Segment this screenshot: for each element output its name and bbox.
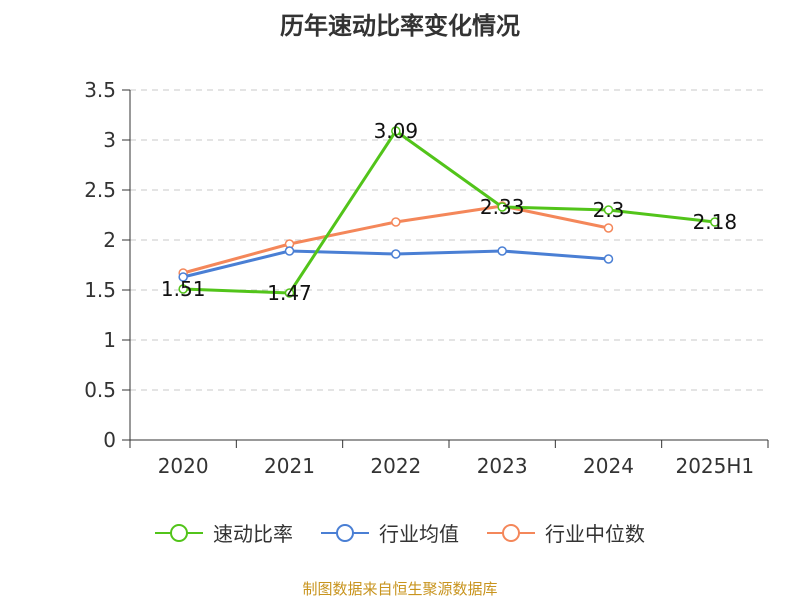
legend-swatch-quick-ratio — [155, 523, 203, 542]
y-tick-label: 1.5 — [84, 278, 116, 302]
y-tick-label: 3.5 — [84, 78, 116, 102]
data-label: 2.18 — [693, 210, 738, 234]
y-tick-label: 0 — [103, 428, 116, 452]
series-line-0 — [183, 129, 716, 295]
legend-item-quick-ratio[interactable]: 速动比率 — [155, 518, 293, 547]
data-point[interactable] — [391, 126, 401, 136]
data-labels: 1.51 1.47 3.09 2.33 2.3 2.18 — [161, 119, 737, 305]
data-point[interactable] — [391, 249, 401, 259]
x-tick-label: 2022 — [370, 454, 421, 478]
x-tick-label: 2025H1 — [675, 454, 754, 478]
x-tick-label: 2020 — [158, 454, 209, 478]
x-tick-label: 2021 — [264, 454, 315, 478]
chart-title: 历年速动比率变化情况 — [280, 12, 520, 40]
source-note: 制图数据来自恒生聚源数据库 — [302, 580, 498, 598]
data-point[interactable] — [391, 217, 401, 227]
y-tick-label: 3 — [103, 128, 116, 152]
data-point[interactable] — [284, 246, 295, 256]
y-tick-label: 2 — [103, 228, 116, 252]
legend: 速动比率 行业均值 行业中位数 — [0, 518, 800, 547]
data-point[interactable] — [284, 288, 295, 298]
legend-item-industry-median[interactable]: 行业中位数 — [487, 518, 645, 547]
data-point[interactable] — [497, 202, 507, 212]
data-point[interactable] — [178, 284, 188, 294]
data-label: 3.09 — [374, 119, 419, 143]
data-label: 2.33 — [480, 195, 525, 219]
data-point[interactable] — [603, 223, 614, 233]
data-label: 1.51 — [161, 277, 206, 301]
y-tick-label: 2.5 — [84, 178, 116, 202]
legend-label-industry-mean: 行业均值 — [379, 522, 459, 546]
y-tick-label: 0.5 — [84, 378, 116, 402]
legend-item-industry-mean[interactable]: 行业均值 — [321, 518, 459, 547]
axes: 0 0.5 1 1.5 2 2.5 3 3.5 2020 2021 2022 2023 2024 2025… — [84, 78, 769, 478]
data-point[interactable] — [497, 246, 507, 256]
data-label: 2.3 — [593, 198, 625, 222]
x-tick-label: 2023 — [477, 454, 528, 478]
x-tick-label: 2024 — [583, 454, 634, 478]
data-label: 1.47 — [267, 281, 312, 305]
data-point[interactable] — [603, 205, 614, 215]
series-lines — [178, 126, 720, 298]
legend-swatch-industry-median — [487, 523, 535, 542]
data-point[interactable] — [603, 254, 614, 264]
grid-lines — [130, 89, 768, 391]
legend-label-quick-ratio: 速动比率 — [213, 522, 293, 546]
data-point[interactable] — [710, 217, 720, 227]
legend-swatch-industry-mean — [321, 523, 369, 542]
data-point[interactable] — [178, 272, 188, 282]
y-tick-label: 1 — [103, 328, 116, 352]
legend-label-industry-median: 行业中位数 — [545, 522, 645, 546]
